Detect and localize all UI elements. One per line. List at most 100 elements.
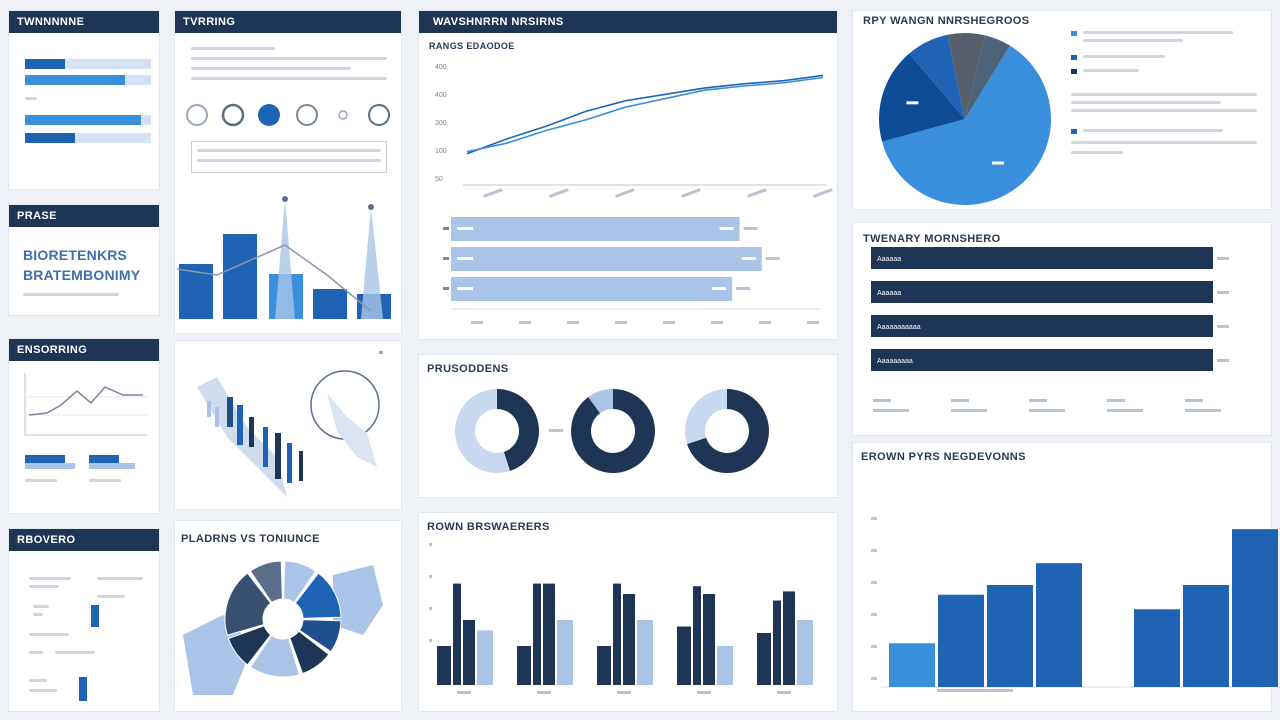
category-tick bbox=[443, 287, 449, 290]
series-line bbox=[466, 74, 824, 155]
y-tick-label bbox=[871, 677, 877, 680]
panel-title: ENSORRING bbox=[9, 339, 159, 361]
x-tick-label bbox=[711, 321, 723, 324]
slice-label bbox=[906, 101, 919, 105]
y-tick-label bbox=[871, 613, 877, 616]
pie-slice bbox=[965, 35, 1010, 119]
x-tick-label bbox=[813, 188, 833, 198]
bar bbox=[613, 583, 621, 685]
status-icon bbox=[368, 104, 390, 126]
donut-slice bbox=[455, 389, 510, 473]
legend-swatch bbox=[1071, 55, 1077, 60]
panel-scatter bbox=[174, 340, 402, 510]
y-tick-label bbox=[871, 581, 877, 584]
y-tick-label bbox=[871, 517, 877, 520]
x-tick-label bbox=[537, 691, 551, 694]
panel-donut-segments: PLADRNS VS TONIUNCE bbox=[174, 520, 402, 712]
status-icon bbox=[258, 104, 280, 126]
bar bbox=[1232, 529, 1278, 687]
series-line bbox=[466, 76, 824, 153]
text-line bbox=[55, 651, 95, 654]
legend-swatch bbox=[1071, 69, 1077, 74]
bar-label: Aaaaaaaaa bbox=[877, 358, 913, 365]
donut-segment bbox=[224, 572, 272, 636]
text-line bbox=[97, 595, 125, 598]
legend-chip bbox=[89, 463, 135, 469]
donut-label bbox=[549, 429, 563, 432]
x-tick-label bbox=[615, 188, 635, 198]
kpi-line-1: BIORETENKRS bbox=[23, 247, 128, 263]
legend-swatch bbox=[1071, 31, 1077, 36]
text-line bbox=[197, 159, 381, 162]
panel-title: PRUSODDENS bbox=[427, 363, 509, 375]
text-line bbox=[29, 585, 59, 588]
panel-grouped-bars: ROWN BRSWAERERS bbox=[418, 512, 838, 712]
bar bbox=[703, 594, 715, 685]
bar bbox=[871, 247, 1213, 269]
progress-bar bbox=[25, 59, 65, 69]
x-tick-label bbox=[747, 188, 767, 198]
x-tick-label bbox=[615, 321, 627, 324]
bar bbox=[223, 234, 257, 319]
bar bbox=[871, 315, 1213, 337]
legend-text bbox=[1083, 31, 1233, 34]
status-icon bbox=[338, 110, 348, 120]
bar-label: Aaaaaaaaaaa bbox=[877, 324, 921, 331]
bar bbox=[451, 247, 762, 271]
panel-title: RPY WANGN NNRSHEGROOS bbox=[863, 15, 1030, 27]
donut-segment bbox=[249, 634, 300, 678]
progress-bar bbox=[25, 133, 151, 143]
mini-line-chart bbox=[24, 373, 147, 436]
x-tick-label bbox=[681, 188, 701, 198]
donut-row bbox=[455, 389, 769, 473]
y-tick-label: 100 bbox=[435, 148, 447, 155]
x-tick-label bbox=[549, 188, 569, 198]
y-tick-label bbox=[429, 575, 432, 578]
bar bbox=[543, 583, 555, 685]
pie-slice bbox=[879, 53, 965, 142]
footer-label bbox=[873, 399, 891, 402]
legend-text bbox=[1071, 141, 1257, 144]
legend-text bbox=[1071, 93, 1257, 96]
status-icon bbox=[186, 104, 208, 126]
legend-text bbox=[1083, 39, 1183, 42]
panel-monitoring: ENSORRING bbox=[8, 338, 160, 514]
donut-segment bbox=[249, 560, 283, 604]
bar bbox=[451, 217, 740, 241]
footer-label bbox=[873, 409, 909, 412]
bar-value-outside bbox=[743, 227, 758, 230]
bar-value bbox=[1217, 359, 1229, 362]
indicator-bar bbox=[91, 605, 99, 627]
legend-swatch bbox=[1071, 129, 1077, 134]
panel-title: WAVSHNRRN NRSIRNS bbox=[419, 11, 837, 33]
x-tick-label bbox=[519, 321, 531, 324]
spike bbox=[275, 199, 295, 319]
bar-value bbox=[741, 257, 756, 260]
y-tick-label bbox=[429, 543, 432, 546]
bar-label bbox=[457, 257, 473, 260]
bar bbox=[987, 585, 1033, 687]
x-tick-label bbox=[937, 689, 1013, 692]
legend-text bbox=[1071, 109, 1257, 112]
bar bbox=[637, 620, 653, 685]
category-tick bbox=[443, 227, 449, 230]
footer-label bbox=[1029, 399, 1047, 402]
grouped-bar-chart bbox=[429, 543, 813, 694]
y-tick-label bbox=[429, 639, 432, 642]
growth-bar-chart bbox=[871, 517, 1278, 692]
donut-segment bbox=[227, 625, 272, 666]
bar bbox=[517, 646, 531, 685]
panel-tracking: TVRRING bbox=[174, 10, 402, 334]
text-line bbox=[23, 293, 119, 296]
x-tick-label bbox=[777, 691, 791, 694]
bar bbox=[453, 583, 461, 685]
y-tick-label bbox=[871, 645, 877, 648]
bar-value-outside bbox=[765, 257, 780, 260]
spike bbox=[361, 207, 383, 319]
y-tick-label: 300 bbox=[435, 120, 447, 127]
bar bbox=[463, 620, 475, 685]
tracking-bar-chart bbox=[176, 196, 391, 319]
trend-line-chart: 400 400 300 100 50 bbox=[435, 64, 833, 198]
x-tick-label bbox=[697, 691, 711, 694]
bar-value bbox=[1217, 257, 1229, 260]
